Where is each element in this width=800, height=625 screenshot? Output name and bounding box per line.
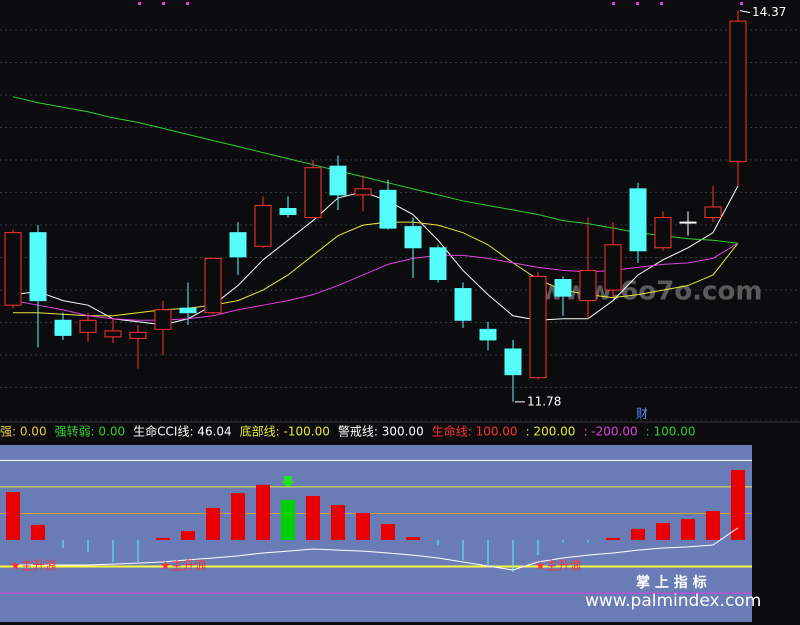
bar <box>606 537 620 541</box>
candle-body <box>504 348 522 376</box>
header-item: 生命线: 100.00 <box>432 424 518 439</box>
candle-body <box>479 328 497 341</box>
candle-body <box>554 278 572 297</box>
bar <box>331 504 345 541</box>
candle-body <box>254 204 272 247</box>
candle-body <box>279 207 297 216</box>
candle-body <box>604 244 622 291</box>
header-item: : -200.00 <box>583 425 637 439</box>
candle-body <box>104 330 122 338</box>
candle-body <box>204 257 222 314</box>
candle-body <box>329 165 347 196</box>
signal-label: ★主升浪 <box>10 558 57 573</box>
bar <box>256 484 270 541</box>
high-pointer <box>739 10 751 14</box>
header-item: 生命CCI线: 46.04 <box>133 424 232 439</box>
candle-body <box>229 232 247 258</box>
header-item: 底部线: -100.00 <box>240 424 330 439</box>
candle-body <box>704 206 722 219</box>
bar <box>631 528 645 541</box>
bar <box>181 530 195 541</box>
moving-average <box>12 96 739 244</box>
signal-arrow <box>281 476 295 488</box>
bar <box>6 491 20 541</box>
bar <box>206 507 220 541</box>
watermark: www.palmindex.com <box>585 591 761 611</box>
bar <box>706 511 720 541</box>
bar <box>381 524 395 541</box>
candle-body <box>654 217 672 249</box>
header-item: : 200.00 <box>526 425 576 439</box>
candle-body <box>379 189 397 229</box>
candle-body <box>454 288 472 321</box>
header-item: 强: 0.00 <box>0 425 47 439</box>
candle-body <box>404 226 422 249</box>
bar <box>31 524 45 541</box>
candle-body <box>179 307 197 314</box>
bar <box>406 537 420 541</box>
candle-body <box>729 20 747 163</box>
candle-body <box>29 232 47 302</box>
caption: 掌 上 指 标 <box>636 574 707 591</box>
bar <box>681 519 695 541</box>
watermark: www.6o7o.com <box>540 277 762 307</box>
moving-average <box>13 221 739 317</box>
header-item: 警戒线: 300.00 <box>338 424 424 439</box>
indicator-panel <box>0 445 752 622</box>
bar <box>281 499 295 541</box>
bar <box>306 495 320 541</box>
candle-body <box>429 247 447 280</box>
header-item: : 100.00 <box>646 425 696 439</box>
candle-body <box>579 269 597 302</box>
candle-body <box>304 167 322 219</box>
price-panel <box>0 0 800 420</box>
bar <box>156 537 170 541</box>
bar <box>731 469 745 541</box>
note: 财 <box>636 407 648 421</box>
candle-body <box>4 232 22 306</box>
candle-body <box>679 221 697 224</box>
candle-body <box>54 319 72 336</box>
candle-body <box>129 331 147 339</box>
moving-average <box>12 185 739 326</box>
bar <box>231 493 245 541</box>
low-label: 11.78 <box>527 394 561 408</box>
candle-body <box>629 188 647 252</box>
candle-body <box>529 275 547 379</box>
candle-body <box>354 188 372 196</box>
bar <box>656 523 670 541</box>
candle-body <box>154 309 172 330</box>
high-label: 14.37 <box>752 5 786 19</box>
bar <box>356 512 370 541</box>
cci-line <box>13 527 739 571</box>
candle-body <box>79 319 97 333</box>
top-dots <box>138 2 743 5</box>
header-item: 强转弱: 0.00 <box>55 424 126 439</box>
signal-label: ★主升浪 <box>160 558 207 573</box>
signal-label: ★主升浪 <box>535 558 582 573</box>
